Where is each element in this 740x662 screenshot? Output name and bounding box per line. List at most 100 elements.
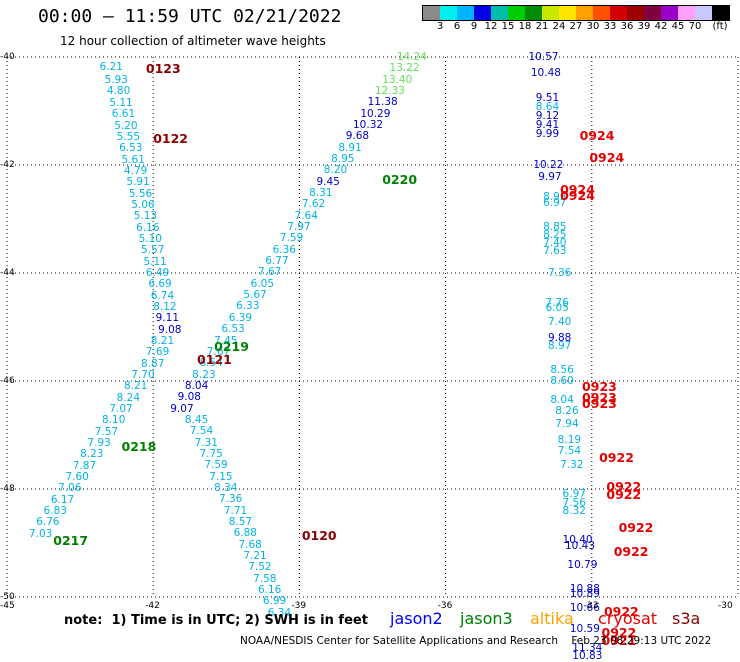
- wave-height-value: 6.53: [119, 142, 143, 155]
- legend-label: 45: [671, 21, 685, 32]
- wave-height-value: 6.33: [236, 300, 260, 313]
- wave-height-value: 6.36: [272, 243, 296, 256]
- legend-swatch: [661, 6, 678, 20]
- wave-height-value: 7.59: [204, 459, 228, 472]
- legend-label: 30: [586, 21, 600, 32]
- pass-date-label: 0217: [53, 533, 89, 549]
- wave-height-value: 9.08: [158, 323, 182, 336]
- wave-height-value: 8.24: [116, 391, 141, 404]
- wave-height-value: 8.04: [550, 393, 574, 406]
- wave-height-value: 7.63: [543, 245, 567, 258]
- latitude-tick-label: -46: [0, 376, 15, 386]
- wave-height-value: 8.85: [543, 221, 567, 234]
- wave-height-value: 6.76: [36, 516, 60, 529]
- wave-height-value: 9.97: [538, 171, 562, 184]
- wave-height-value: 8.26: [555, 404, 579, 417]
- wave-height-value: 7.54: [557, 445, 582, 458]
- wave-height-value: 9.41: [535, 119, 560, 132]
- satellite-altika: altika: [530, 609, 574, 628]
- wave-height-value: 7.36: [547, 267, 572, 279]
- wave-height-value: 8.64: [535, 100, 560, 113]
- legend-swatch: [508, 6, 525, 20]
- wave-height-value: 7.75: [199, 447, 223, 460]
- wave-height-value: 7.71: [223, 504, 248, 517]
- wave-height-value: 8.20: [323, 164, 348, 177]
- wave-height-value: 10.83: [572, 650, 603, 662]
- wave-height-value: 6.49: [145, 267, 170, 279]
- legend-swatch: [474, 6, 491, 20]
- legend-label: (ft): [712, 21, 728, 32]
- wave-height-value: 14.24: [396, 51, 427, 63]
- legend-label: 27: [569, 21, 583, 32]
- pass-date-label: 0219: [214, 338, 249, 354]
- wave-height-value: 4.79: [123, 164, 148, 177]
- legend-swatch: [491, 6, 508, 20]
- wave-height-value: 11.34: [572, 642, 603, 655]
- latitude-tick-label: -40: [0, 52, 15, 62]
- wave-height-value: 7.56: [562, 496, 586, 509]
- wave-height-value: 8.57: [228, 515, 253, 528]
- legend-swatch: [593, 6, 610, 20]
- pass-date-label: 0922: [599, 449, 634, 465]
- footer-credit: NOAA/NESDIS Center for Satellite Applica…: [240, 635, 712, 647]
- wave-height-value: 7.94: [555, 418, 579, 431]
- wave-height-value: 11.38: [367, 96, 398, 109]
- wave-height-value: 6.74: [150, 289, 175, 302]
- legend-swatch: [678, 6, 695, 20]
- wave-height-value: 10.89: [569, 588, 600, 601]
- pass-date-label: 0923: [582, 379, 617, 395]
- pass-date-label: 0924: [589, 149, 625, 165]
- legend-label: 9: [470, 21, 478, 32]
- wave-height-value: 6.34: [267, 606, 292, 619]
- pass-date-label: 0220: [382, 171, 418, 187]
- legend-swatch: [627, 6, 644, 20]
- wave-height-value: 7.15: [209, 470, 233, 483]
- wave-height-value: 6.39: [228, 311, 253, 324]
- pass-date-label: 0924: [579, 128, 615, 144]
- wave-height-value: 5.20: [114, 119, 138, 132]
- longitude-tick-label: -33: [583, 601, 599, 611]
- legend-swatch: [525, 6, 542, 20]
- pass-date-label: 0922: [603, 603, 639, 619]
- longitude-tick-label: -45: [0, 601, 15, 611]
- wave-height-value: 7.60: [65, 471, 89, 484]
- wave-height-value: 6.16: [257, 583, 282, 596]
- wave-height-value: 10.22: [533, 159, 564, 171]
- wave-height-value: 10.79: [567, 558, 598, 571]
- latitude-tick-label: -48: [0, 484, 15, 494]
- wave-height-value: 13.22: [389, 62, 420, 75]
- satellite-cryosat: cryosat: [598, 609, 658, 628]
- satellite-jason3: jason3: [460, 609, 513, 628]
- wave-height-value: 9.12: [535, 109, 560, 122]
- wave-height-value: 8.12: [153, 301, 177, 314]
- wave-height-value: 9.11: [155, 312, 180, 325]
- pass-date-label: 0922: [601, 625, 637, 641]
- legend-swatch: [712, 6, 729, 20]
- wave-height-value: 6.17: [50, 493, 75, 506]
- wave-height-value: 9.08: [177, 391, 201, 404]
- wave-height-value: 13.40: [382, 73, 413, 86]
- wave-height-value: 8.87: [141, 357, 165, 370]
- wave-height-value: 8.91: [338, 141, 362, 154]
- legend-label: 42: [654, 21, 668, 32]
- wave-height-value: 6.77: [265, 255, 289, 268]
- wave-height-value: 9.99: [535, 128, 560, 141]
- wave-height-value: 8.10: [102, 414, 126, 427]
- wave-height-value: 9.68: [345, 130, 370, 143]
- wave-height-value: 5.10: [138, 232, 162, 245]
- legend-label: 33: [603, 21, 617, 32]
- wave-height-value: 7.93: [87, 437, 111, 450]
- legend-label: 70: [688, 21, 702, 32]
- wave-height-value: 12.33: [374, 85, 405, 98]
- wave-height-value: 10.48: [530, 67, 561, 80]
- wave-height-value: 6.05: [250, 277, 275, 290]
- pass-date-label: 0121: [197, 352, 232, 368]
- map-title: 00:00 – 11:59 UTC 02/21/2022: [38, 6, 342, 27]
- wave-height-value: 7.69: [145, 346, 170, 359]
- wave-height-value: 8.23: [80, 448, 104, 461]
- pass-date-label: 0923: [582, 390, 617, 406]
- wave-height-value: 7.68: [238, 538, 262, 551]
- units-note: note: 1) Time is in UTC; 2) SWH is in fe…: [64, 613, 368, 628]
- wave-height-value: 10.59: [569, 623, 600, 636]
- satellite-jason2: jason2: [390, 609, 443, 628]
